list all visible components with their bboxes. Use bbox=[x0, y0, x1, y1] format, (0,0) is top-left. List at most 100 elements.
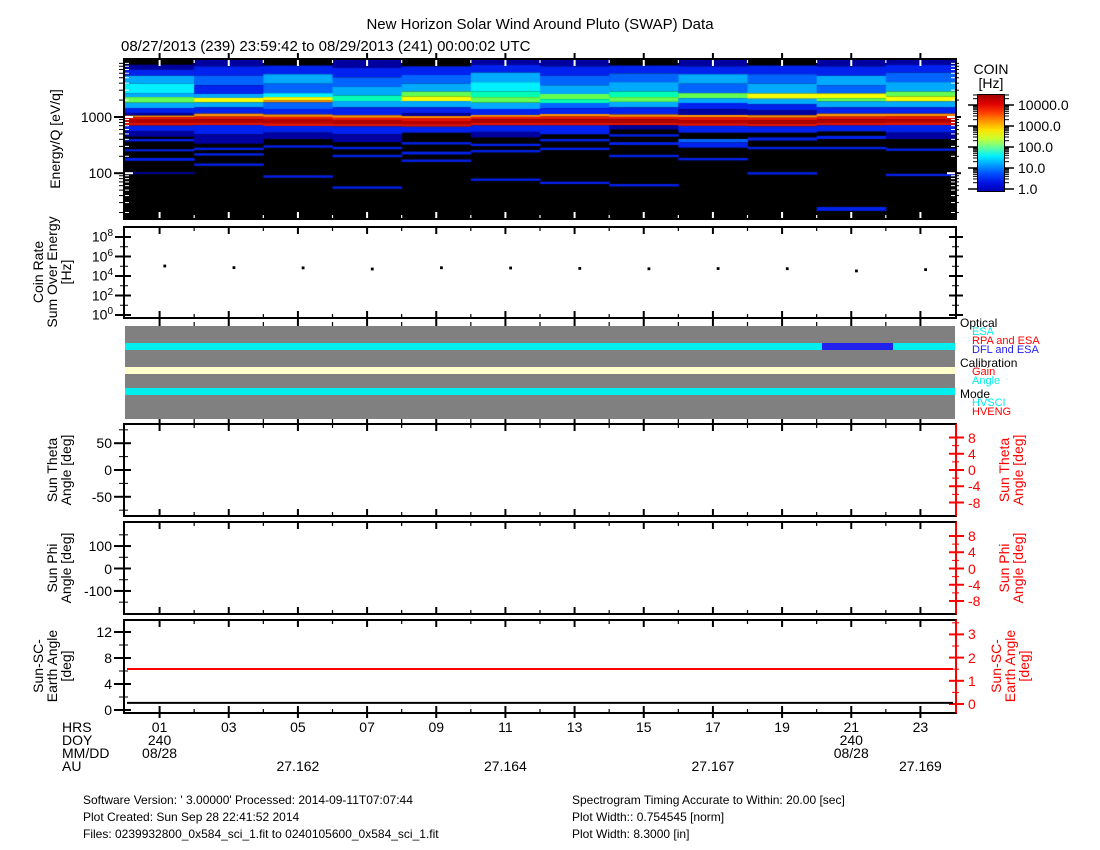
status-group-label: Optical bbox=[960, 316, 998, 330]
doy-value: 240 bbox=[147, 732, 172, 748]
earth-right-ylabel-line1: Sun-SC- bbox=[988, 639, 1004, 693]
hour-tick-label: 11 bbox=[498, 719, 513, 735]
phi-right-tick-label: -8 bbox=[968, 593, 981, 609]
hour-tick-label: 21 bbox=[843, 719, 860, 735]
status-stripe-mode bbox=[125, 388, 955, 395]
au-value: 27.164 bbox=[483, 758, 527, 774]
coin-y-tick-label: 108 bbox=[91, 228, 113, 245]
earth-left-tick-label: 12 bbox=[96, 624, 112, 640]
hour-tick-label: 17 bbox=[705, 719, 721, 735]
status-group-label: Calibration bbox=[960, 356, 1018, 370]
earth-left-tick-label: 4 bbox=[104, 676, 112, 692]
hour-tick-label: 09 bbox=[428, 719, 445, 735]
sun-theta-panel-frame bbox=[123, 423, 957, 517]
mmdd-value: 08/28 bbox=[142, 745, 178, 761]
theta-left-tick-label: 50 bbox=[96, 435, 112, 452]
theta-right-tick-label: -8 bbox=[968, 494, 981, 511]
earth-ylabel-line2: Earth Angle bbox=[44, 629, 60, 703]
hour-tick-label: 01 bbox=[151, 719, 168, 735]
coin-y-tick-label: 100 bbox=[91, 306, 113, 323]
status-state-label: HVSCI bbox=[972, 397, 1006, 409]
footer-plot-width-in: Plot Width: 8.3000 [in] bbox=[572, 827, 690, 841]
coin-y-tick-label: 106 bbox=[91, 247, 113, 265]
theta-right-ylabel-line1: Sun Theta bbox=[996, 437, 1012, 503]
earth-right-tick-label: 3 bbox=[968, 626, 976, 643]
status-stripe-optical bbox=[125, 343, 822, 350]
au-value: 27.162 bbox=[276, 758, 320, 774]
earth-left-tick-label: 0 bbox=[104, 702, 112, 718]
au-row-header: AU bbox=[62, 758, 82, 774]
status-state-label: Angle bbox=[972, 375, 1001, 387]
theta-right-tick-label: -4 bbox=[968, 478, 981, 495]
phi-left-tick-label: 0 bbox=[104, 560, 112, 577]
spec-y-tick-label: 1000 bbox=[80, 109, 112, 125]
hour-tick-label: 23 bbox=[912, 719, 929, 735]
sun-earth-panel-frame bbox=[123, 619, 957, 714]
hour-tick-label: 15 bbox=[635, 719, 652, 735]
footer-timing-accuracy: Spectrogram Timing Accurate to Within: 2… bbox=[572, 793, 845, 807]
phi-right-tick-label: 0 bbox=[968, 560, 976, 577]
footer-plot-width-norm: Plot Width:: 0.754545 [norm] bbox=[572, 810, 725, 824]
theta-right-tick-label: 0 bbox=[968, 462, 976, 478]
status-state-label: HVENG bbox=[972, 406, 1012, 418]
earth-right-tick-label: 1 bbox=[968, 672, 976, 689]
theta-right-ylabel-line2: Angle [deg] bbox=[1010, 434, 1026, 506]
colorbar-title: COIN bbox=[973, 61, 1009, 77]
hour-tick-label: 13 bbox=[566, 719, 583, 735]
colorbar-tick-label: 10.0 bbox=[1018, 160, 1046, 176]
hour-tick-label: 05 bbox=[290, 719, 306, 735]
status-state-label: RPA and ESA bbox=[972, 335, 1040, 347]
footer-files: Files: 0239932800_0x584_sci_1.fit to 024… bbox=[83, 827, 439, 841]
spectrogram-panel-frame bbox=[123, 58, 957, 220]
colorbar-units: [Hz] bbox=[978, 75, 1004, 91]
colorbar-tick-label: 100.0 bbox=[1018, 139, 1054, 155]
status-stripe-calibration bbox=[125, 367, 955, 374]
earth-right-ylabel-line3: [deg] bbox=[1016, 650, 1032, 682]
hour-tick-label: 03 bbox=[220, 719, 237, 735]
mmdd-row-header: MM/DD bbox=[62, 745, 110, 761]
spec-y-tick-label: 100 bbox=[88, 165, 112, 182]
au-value: 27.169 bbox=[898, 758, 942, 774]
doy-value: 240 bbox=[839, 732, 863, 748]
earth-right-tick-label: 2 bbox=[968, 649, 976, 666]
colorbar bbox=[977, 94, 1005, 192]
status-stripe-optical bbox=[892, 343, 955, 350]
status-stripe-optical bbox=[821, 343, 893, 350]
mmdd-value: 08/28 bbox=[833, 745, 869, 761]
hrs-row-header: HRS bbox=[62, 719, 92, 735]
phi-right-ylabel-line2: Angle [deg] bbox=[1010, 532, 1026, 604]
status-state-label: ESA bbox=[972, 326, 995, 338]
phi-left-tick-label: 100 bbox=[88, 538, 112, 555]
coin-y-tick-label: 102 bbox=[91, 286, 113, 304]
phi-left-tick-label: -100 bbox=[83, 582, 112, 599]
coin-y-tick-label: 104 bbox=[91, 267, 113, 284]
status-timeline-block bbox=[125, 326, 955, 419]
earth-right-ylabel-line2: Earth Angle bbox=[1002, 629, 1018, 703]
sun-phi-panel-frame bbox=[123, 521, 957, 615]
hour-tick-label: 07 bbox=[359, 719, 375, 735]
status-group-label: Mode bbox=[960, 387, 991, 401]
colorbar-tick-label: 1000.0 bbox=[1018, 118, 1061, 134]
phi-right-tick-label: 8 bbox=[968, 528, 976, 544]
phi-right-ylabel-line1: Sun Phi bbox=[996, 543, 1012, 593]
hour-tick-label: 19 bbox=[774, 719, 790, 735]
footer-plot-created: Plot Created: Sun Sep 28 22:41:52 2014 bbox=[83, 810, 300, 824]
status-state-label: DFL and ESA bbox=[972, 344, 1039, 356]
phi-right-tick-label: -4 bbox=[968, 576, 981, 593]
phi-right-tick-label: 4 bbox=[968, 544, 976, 561]
au-value: 27.167 bbox=[691, 758, 735, 774]
spectrogram-heatmap bbox=[125, 60, 955, 218]
status-state-label: Gain bbox=[972, 366, 996, 378]
theta-right-tick-label: 8 bbox=[968, 429, 976, 446]
colorbar-tick-label: 1.0 bbox=[1018, 181, 1038, 197]
theta-left-tick-label: -50 bbox=[91, 488, 112, 505]
theta-left-tick-label: 0 bbox=[104, 462, 112, 478]
theta-right-tick-label: 4 bbox=[968, 445, 976, 462]
earth-right-tick-label: 0 bbox=[968, 696, 976, 712]
earth-left-tick-label: 8 bbox=[104, 650, 112, 666]
page-title: New Horizon Solar Wind Around Pluto (SWA… bbox=[366, 16, 714, 33]
doy-row-header: DOY bbox=[62, 732, 93, 748]
colorbar-tick-label: 10000.0 bbox=[1018, 97, 1069, 113]
footer-software-version: Software Version: ' 3.00000' Processed: … bbox=[83, 793, 413, 807]
